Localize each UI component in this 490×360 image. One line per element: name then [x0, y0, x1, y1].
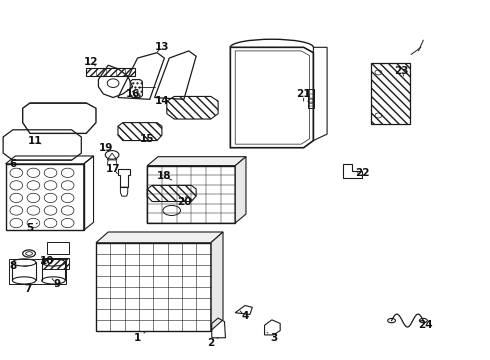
Bar: [147, 166, 235, 223]
Text: 23: 23: [394, 66, 409, 76]
Text: 14: 14: [155, 96, 169, 106]
Text: 11: 11: [27, 136, 42, 145]
Bar: [47, 242, 69, 253]
Polygon shape: [235, 157, 246, 223]
Text: 9: 9: [52, 279, 60, 289]
Text: 4: 4: [240, 311, 249, 321]
Text: 5: 5: [26, 223, 37, 233]
Polygon shape: [147, 157, 246, 166]
Text: 15: 15: [140, 134, 154, 144]
Text: 13: 13: [155, 42, 169, 52]
Bar: [371, 63, 410, 125]
Text: 1: 1: [134, 332, 145, 343]
Text: 22: 22: [355, 168, 369, 178]
Text: 2: 2: [207, 338, 218, 348]
Text: 17: 17: [106, 164, 121, 174]
Text: 16: 16: [125, 89, 140, 99]
Bar: [86, 68, 135, 76]
Text: 21: 21: [296, 89, 311, 101]
Text: 7: 7: [24, 284, 35, 294]
Bar: [42, 258, 69, 269]
Text: 8: 8: [9, 261, 27, 271]
Polygon shape: [211, 232, 223, 330]
Polygon shape: [96, 232, 223, 243]
Text: 6: 6: [9, 159, 20, 169]
Bar: [96, 243, 211, 330]
Text: 19: 19: [98, 143, 113, 153]
Text: 10: 10: [40, 256, 54, 266]
Bar: [308, 89, 315, 108]
Bar: [9, 259, 66, 284]
Text: 18: 18: [157, 171, 171, 181]
Text: 24: 24: [418, 320, 433, 330]
Bar: [5, 164, 84, 230]
Text: 20: 20: [177, 196, 191, 207]
Text: 12: 12: [84, 57, 98, 67]
Text: 3: 3: [267, 332, 278, 343]
